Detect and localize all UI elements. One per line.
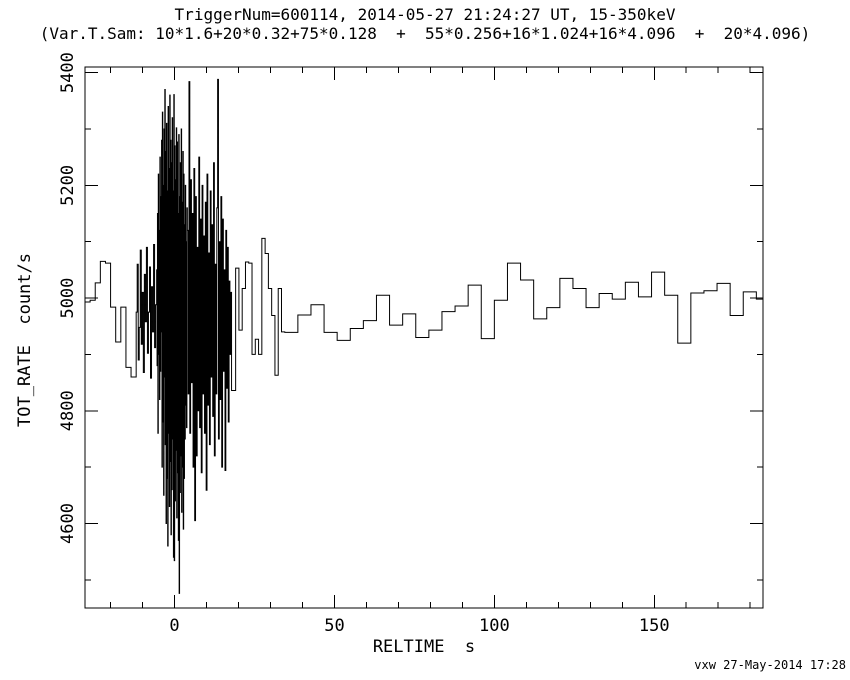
svg-text:5400: 5400 xyxy=(58,52,78,93)
plot-credit-stamp: vxw 27-May-2014 17:28 xyxy=(694,658,846,672)
x-axis-label: RELTIME s xyxy=(372,637,476,657)
y-axis-label: TOT_RATE count/s xyxy=(15,253,35,427)
svg-text:100: 100 xyxy=(479,616,510,636)
svg-text:4800: 4800 xyxy=(58,390,78,431)
svg-text:5200: 5200 xyxy=(58,165,78,206)
svg-text:0: 0 xyxy=(169,616,179,636)
svg-text:50: 50 xyxy=(324,616,344,636)
svg-text:150: 150 xyxy=(639,616,670,636)
svg-text:4600: 4600 xyxy=(58,503,78,544)
svg-text:5000: 5000 xyxy=(58,278,78,319)
chart-subtitle: (Var.T.Sam: 10*1.6+20*0.32+75*0.128 + 55… xyxy=(39,24,811,43)
chart-title: TriggerNum=600114, 2014-05-27 21:24:27 U… xyxy=(174,5,676,24)
